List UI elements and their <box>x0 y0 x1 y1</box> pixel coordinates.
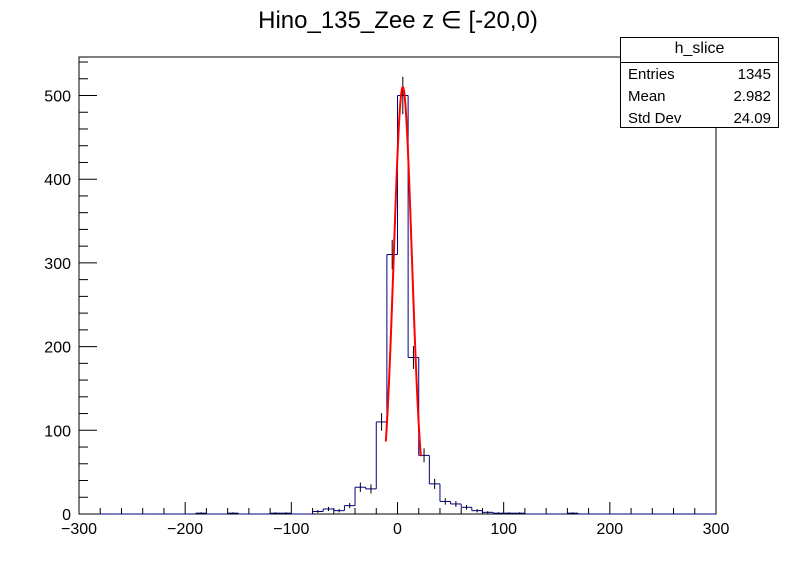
y-tick-label: 0 <box>62 507 71 524</box>
stats-box: h_slice Entries 1345 Mean 2.982 Std Dev … <box>620 37 779 128</box>
x-tick-label: 0 <box>393 521 402 538</box>
y-tick-label: 500 <box>44 89 71 106</box>
x-tick-label: −300 <box>61 521 97 538</box>
x-tick-label: 100 <box>490 521 517 538</box>
x-tick-label: 300 <box>703 521 730 538</box>
stats-row-mean: Mean 2.982 <box>621 85 778 107</box>
y-tick-label: 300 <box>44 256 71 273</box>
stats-box-title: h_slice <box>621 38 778 63</box>
stats-value: 2.982 <box>733 88 771 105</box>
y-tick-label: 400 <box>44 172 71 189</box>
stats-label: Entries <box>628 66 675 83</box>
x-tick-label: −200 <box>167 521 203 538</box>
gaussian-fit-curve <box>384 85 422 457</box>
y-tick-label: 200 <box>44 340 71 357</box>
chart-title: Hino_135_Zee z ∈ [-20,0) <box>258 7 538 34</box>
y-tick-label: 100 <box>44 423 71 440</box>
stats-label: Mean <box>628 88 666 105</box>
stats-value: 1345 <box>737 66 771 83</box>
stats-row-std-dev: Std Dev 24.09 <box>621 107 778 129</box>
x-tick-label: 200 <box>596 521 623 538</box>
stats-label: Std Dev <box>628 110 682 127</box>
stats-value: 24.09 <box>733 110 771 127</box>
stats-row-entries: Entries 1345 <box>621 63 778 85</box>
x-tick-label: −100 <box>273 521 309 538</box>
